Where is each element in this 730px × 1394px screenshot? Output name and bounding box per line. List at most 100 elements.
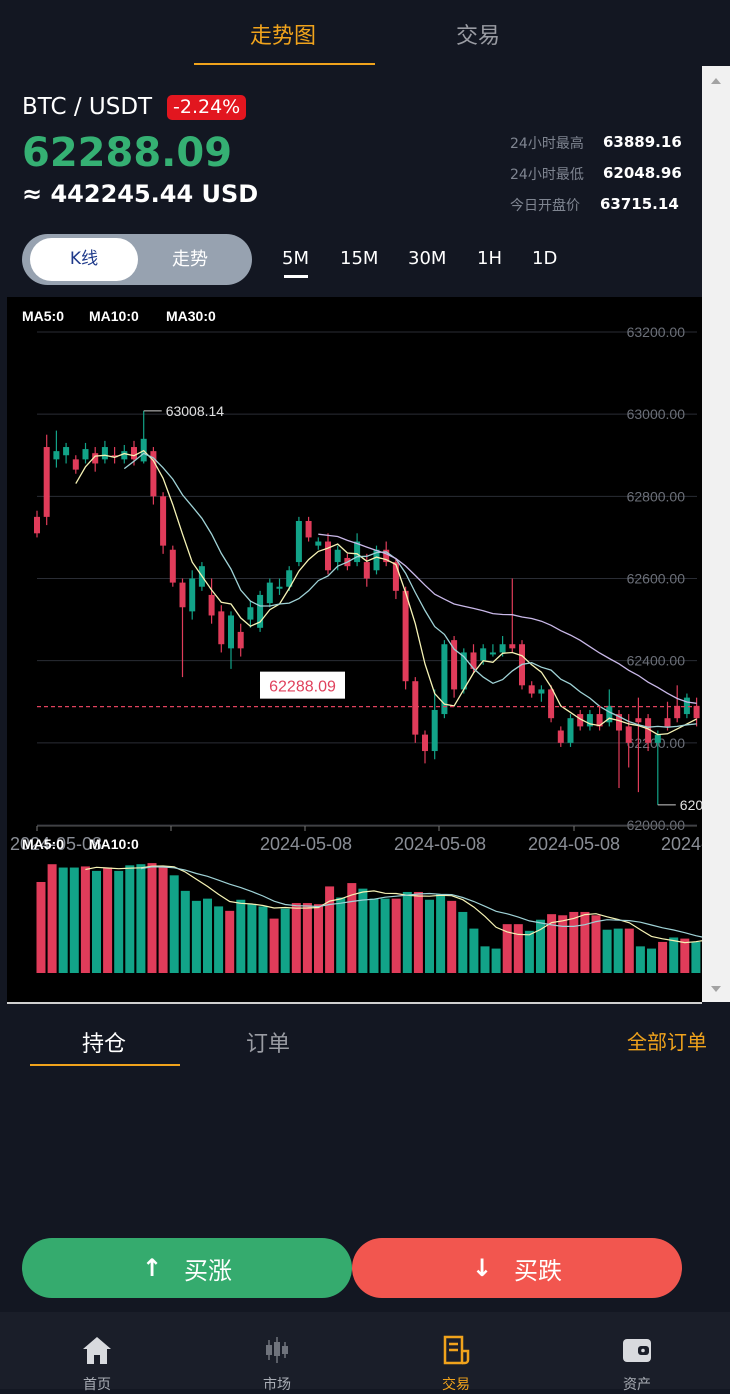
candle-body (616, 714, 622, 731)
chart-divider (7, 1002, 702, 1004)
volume-bar (191, 900, 201, 973)
tab-orders[interactable]: 订单 (246, 1032, 291, 1057)
y-tick-label: 62400.00 (627, 653, 686, 669)
x-tick-label: 2024-05-08 (260, 834, 352, 854)
volume-bar (513, 924, 523, 973)
candle-body (63, 447, 70, 456)
candle-body (228, 615, 234, 649)
candle-body (150, 451, 157, 497)
volume-bar (402, 891, 412, 973)
candle-body (683, 697, 690, 715)
ma5-line (75, 449, 697, 736)
candle-body (557, 730, 564, 743)
kline-chart[interactable]: 63200.00 63000.00 62800.00 62600.00 62400.00… (7, 297, 702, 1002)
y-tick-label: 63200.00 (627, 324, 686, 340)
volume-bar (203, 898, 212, 973)
buy-down-button[interactable]: ↓ 买跌 (352, 1238, 682, 1298)
volume-bar (524, 930, 534, 973)
volume-bar (635, 946, 645, 973)
y-tick-label: 62600.00 (627, 571, 686, 587)
volume-bar (358, 888, 368, 973)
candle-body (596, 714, 603, 727)
candle-body (567, 718, 574, 743)
market-icon (266, 1337, 288, 1363)
bottom-nav: 首页 市场 交易 资产 (0, 1312, 730, 1393)
volume-bar (180, 890, 190, 973)
volume-bar (258, 906, 268, 973)
y-tick-label: 62000.00 (627, 817, 686, 833)
period-15m[interactable]: 15M (340, 248, 379, 269)
change-badge: -2.24% (167, 95, 247, 120)
volume-bar (269, 918, 279, 973)
current-price-label: 62288.09 (269, 679, 336, 696)
period-30m[interactable]: 30M (408, 248, 447, 269)
pair-title: BTC / USDT (22, 94, 153, 120)
candle-body (489, 652, 496, 655)
tab-trend-chart[interactable]: 走势图 (250, 24, 317, 49)
volume-bar (125, 865, 135, 973)
candle-body (586, 714, 593, 727)
buy-down-label: 买跌 (514, 1256, 563, 1285)
candle-body (121, 451, 128, 460)
volume-bar (169, 875, 179, 973)
candle-body (548, 689, 555, 719)
trend-mode-button[interactable]: 走势 (172, 249, 208, 270)
ma-legend-label: MA5:0 (22, 308, 64, 324)
volume-bar (669, 937, 679, 973)
candle-body (499, 644, 506, 653)
candle-body (276, 586, 283, 589)
candle-body (674, 705, 681, 719)
buy-up-button[interactable]: ↑ 买涨 (22, 1238, 352, 1298)
candle-body (431, 709, 438, 752)
candle-body (538, 689, 545, 694)
volume-bar (380, 898, 390, 973)
volume-bar (36, 881, 46, 973)
scroll-down-arrow[interactable] (711, 986, 721, 992)
scrollbar[interactable] (702, 66, 730, 1002)
volume-bar (491, 948, 501, 973)
nav-market-label: 市场 (263, 1377, 291, 1393)
volume-bar (658, 941, 668, 973)
candle-body (509, 644, 516, 649)
open-value: 63715.14 (600, 195, 679, 213)
candle-body (218, 611, 225, 645)
candle-body (92, 453, 99, 464)
period-1h[interactable]: 1H (477, 248, 502, 269)
tab-positions[interactable]: 持仓 (82, 1032, 127, 1057)
volume-bar (291, 903, 301, 973)
scrollbar-thumb[interactable] (706, 90, 726, 970)
candle-body (645, 718, 652, 743)
candle-body (654, 734, 661, 743)
candle-body (664, 718, 671, 727)
tab-trade[interactable]: 交易 (456, 24, 501, 49)
candle-body (208, 594, 215, 616)
period-5m[interactable]: 5M (282, 248, 309, 269)
volume-bar (624, 928, 634, 973)
scroll-up-arrow[interactable] (711, 78, 721, 84)
candle-body (34, 516, 40, 534)
volume-bar (302, 903, 312, 973)
last-price: 62288.09 (22, 130, 233, 176)
candle-body (422, 734, 428, 752)
volume-bar (647, 948, 656, 973)
ma-legend-label: MA30:0 (166, 308, 216, 324)
candle-body (363, 562, 370, 579)
candle-body (315, 541, 322, 546)
candle-body (441, 644, 448, 715)
nav-assets-label: 资产 (623, 1377, 651, 1393)
all-orders-link[interactable]: 全部订单 (627, 1030, 707, 1054)
volume-bar (502, 924, 512, 973)
candle-body (480, 648, 487, 661)
candle-body (101, 447, 108, 460)
high-value: 63889.16 (603, 133, 682, 151)
candle-body (606, 705, 613, 723)
home-icon (83, 1337, 111, 1364)
volume-bar (80, 866, 90, 973)
period-1d[interactable]: 1D (532, 248, 558, 269)
low-label: 24小时最低 (510, 167, 584, 183)
volume-bar (136, 864, 146, 973)
candle-body (160, 496, 167, 546)
kline-mode-button[interactable]: K线 (30, 238, 138, 281)
candle-body (625, 726, 632, 743)
volume-bar (147, 863, 157, 973)
